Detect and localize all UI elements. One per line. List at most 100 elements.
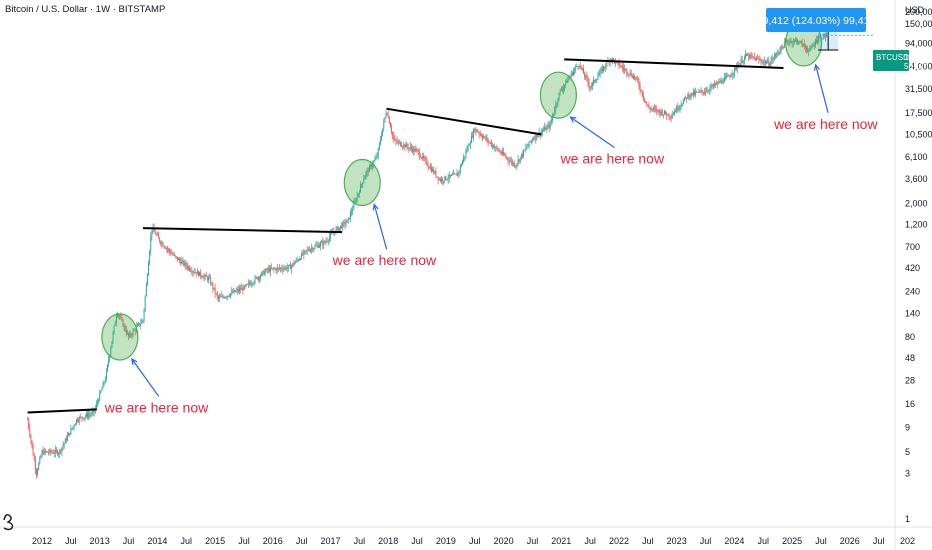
candle [508, 160, 510, 162]
candle [450, 174, 452, 176]
candle [101, 388, 103, 391]
candle [397, 141, 399, 143]
candle [534, 138, 536, 140]
candle [711, 85, 713, 87]
candle [821, 38, 823, 40]
candle [707, 90, 709, 92]
candle [771, 58, 773, 61]
candle [59, 450, 61, 454]
candle [769, 64, 771, 66]
candle [90, 414, 92, 415]
candle [803, 43, 805, 47]
candle [695, 91, 697, 95]
candle [338, 227, 340, 231]
candle [63, 443, 65, 446]
candle [52, 452, 54, 454]
candle [637, 77, 639, 82]
candle [647, 104, 649, 107]
candle [550, 120, 552, 123]
candle [28, 419, 30, 428]
candle [61, 447, 63, 452]
candle [145, 283, 147, 297]
candle [418, 151, 420, 157]
candle [690, 92, 692, 97]
candle [343, 222, 345, 224]
candle [346, 220, 348, 223]
candle [325, 241, 327, 243]
candle [824, 35, 826, 37]
candle [211, 283, 213, 285]
candle [115, 316, 117, 323]
candle [625, 68, 627, 70]
candle [50, 449, 52, 453]
candle [767, 60, 769, 63]
svg-text:BTCUSD: BTCUSD [876, 53, 909, 62]
y-tick-label: 28 [905, 376, 915, 386]
candle [250, 283, 252, 285]
candle [414, 148, 416, 152]
candle [553, 113, 554, 117]
arrow-head [569, 116, 577, 123]
candle [595, 80, 597, 82]
candle [84, 416, 86, 418]
candle [237, 289, 239, 292]
x-tick-label: 2024 [724, 536, 744, 546]
candle [37, 469, 39, 475]
candle [99, 392, 101, 401]
candle [291, 265, 293, 270]
candle [659, 111, 661, 114]
candle [43, 450, 45, 455]
candle [801, 41, 803, 47]
candle [233, 290, 235, 293]
candle [253, 282, 255, 284]
candle [236, 289, 238, 291]
candle [292, 263, 294, 266]
candle [751, 56, 753, 58]
candle [478, 132, 480, 135]
time-axis[interactable]: 2012 Jul 2013 Jul 2014 Jul 2015 Jul 2016 Jul 2017 J… [32, 536, 915, 546]
candle [192, 271, 194, 273]
y-tick-label: 10,500 [905, 129, 932, 139]
candle [369, 165, 371, 167]
candle [426, 160, 428, 166]
candle [644, 98, 645, 102]
candle [365, 172, 367, 177]
currency-label[interactable]: USD [905, 5, 925, 15]
candle [796, 40, 797, 41]
candle [555, 104, 557, 111]
candle [36, 469, 37, 475]
candle [578, 66, 580, 68]
candle [323, 241, 325, 246]
candle [214, 287, 216, 294]
candle [295, 259, 297, 263]
candle [303, 251, 305, 255]
candle [87, 413, 88, 417]
candle [225, 297, 227, 298]
candle [660, 111, 662, 114]
candle [571, 72, 573, 76]
candle [641, 90, 643, 96]
candle [322, 241, 324, 246]
candle [465, 151, 467, 157]
candle [232, 291, 234, 293]
candle [85, 413, 87, 417]
candle [181, 261, 183, 264]
price-axis[interactable]: 200,000 150,000 94,000 54,000 31,500 17,500 10… [905, 7, 932, 524]
candle [340, 225, 341, 228]
candle [513, 163, 515, 165]
candle [198, 271, 199, 276]
candle [605, 66, 607, 68]
candle [468, 145, 470, 147]
candle [587, 78, 589, 83]
candle [483, 137, 485, 138]
candle [444, 176, 446, 181]
candle [136, 324, 138, 327]
candle [559, 90, 561, 93]
y-tick-label: 31,500 [905, 84, 932, 94]
arrow-line [373, 204, 388, 250]
candle [49, 449, 51, 453]
candle [797, 40, 799, 43]
candle [27, 419, 29, 421]
candle [723, 77, 725, 83]
